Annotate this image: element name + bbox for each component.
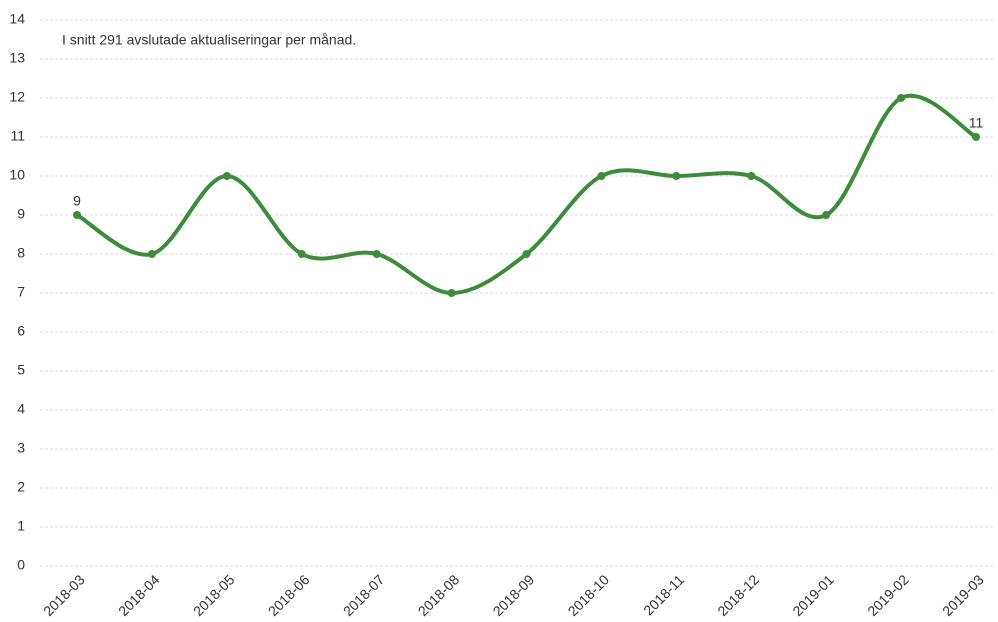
x-tick-label: 2018-12 <box>714 571 762 619</box>
point <box>672 172 681 180</box>
data-label: 9 <box>73 193 81 209</box>
x-tick-label: 2018-06 <box>265 571 313 619</box>
x-tick-label: 2018-08 <box>415 571 463 619</box>
point <box>73 211 81 219</box>
y-tick-label: 11 <box>10 128 25 144</box>
point <box>747 172 756 180</box>
x-tick-label: 2018-10 <box>565 571 613 619</box>
y-tick-label: 3 <box>17 440 25 456</box>
point <box>597 172 606 180</box>
x-tick-label: 2019-03 <box>939 571 987 619</box>
y-tick-label: 2 <box>17 479 25 495</box>
y-tick-label: 14 <box>9 11 25 27</box>
point <box>147 250 156 258</box>
y-tick-label: 4 <box>17 401 25 417</box>
y-tick-label: 8 <box>17 245 25 261</box>
annotation: I snitt 291 avslutade aktualiseringar pe… <box>62 32 356 48</box>
y-tick-label: 7 <box>17 284 25 300</box>
x-tick-label: 2018-09 <box>490 571 538 619</box>
x-tick-label: 2018-03 <box>40 571 88 619</box>
point <box>372 250 381 258</box>
y-tick-label: 5 <box>17 362 25 378</box>
point <box>222 172 231 180</box>
y-tick-label: 13 <box>9 50 25 66</box>
y-tick-label: 10 <box>9 167 25 183</box>
line <box>75 93 978 295</box>
x-tick-label: 2018-04 <box>115 571 163 619</box>
point <box>822 211 831 219</box>
x-tick-label: 2018-05 <box>190 571 238 619</box>
x-tick-label: 2019-01 <box>789 571 837 619</box>
point <box>447 289 456 297</box>
y-tick-label: 9 <box>17 206 25 222</box>
y-tick-label: 6 <box>17 323 25 339</box>
point <box>972 133 980 141</box>
x-tick-label: 2018-11 <box>640 571 687 618</box>
point <box>522 250 531 258</box>
x-tick-label: 2019-02 <box>864 571 912 619</box>
point <box>297 250 306 258</box>
y-tick-label: 0 <box>17 557 25 573</box>
point <box>897 94 906 102</box>
y-tick-label: 12 <box>9 89 25 105</box>
y-tick-label: 1 <box>17 518 25 534</box>
data-label: 11 <box>969 115 984 131</box>
x-tick-label: 2018-07 <box>340 571 388 619</box>
